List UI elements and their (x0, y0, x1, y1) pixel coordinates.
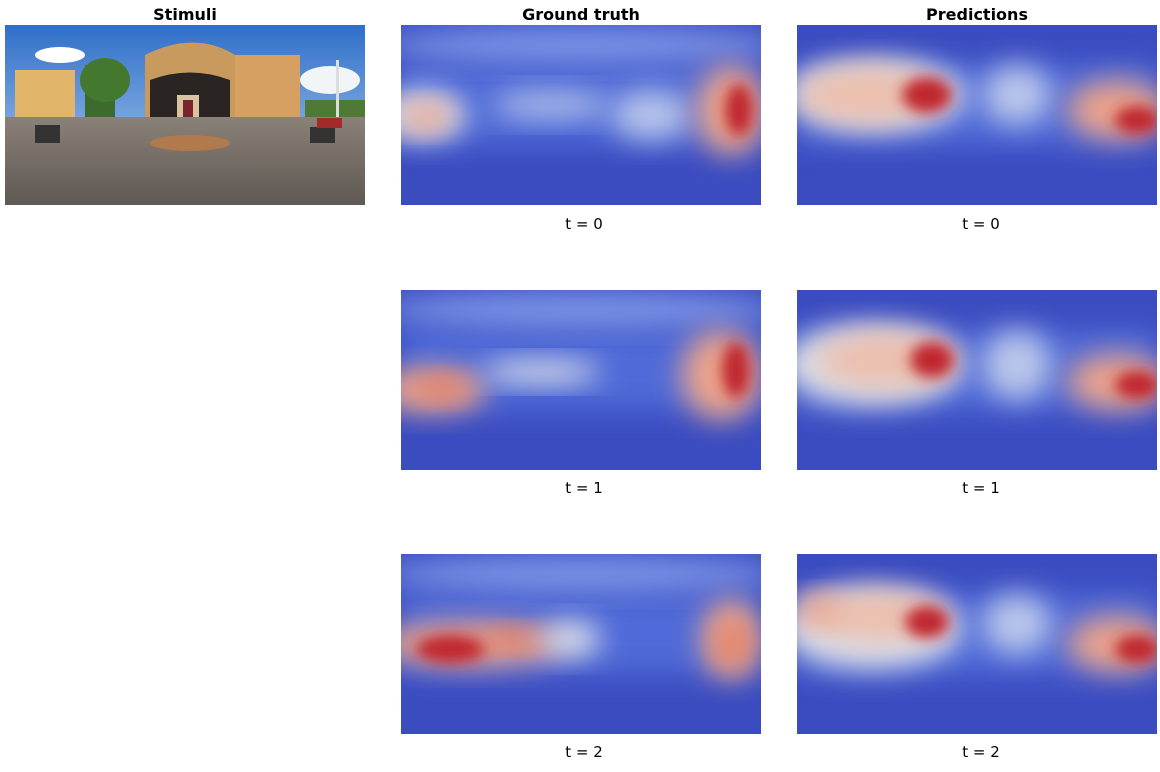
ground-truth-heatmap (376, 554, 781, 734)
heatmap-blob (905, 606, 949, 638)
prediction-heatmap (782, 554, 1160, 734)
ground-truth-heatmap (376, 290, 781, 470)
time-label: t = 2 (962, 743, 1000, 761)
heatmap-blob (982, 65, 1052, 125)
column-title: Ground truth (522, 5, 640, 24)
stimulus-image (5, 25, 365, 205)
heatmap-blob (381, 292, 781, 328)
column-title: Predictions (926, 5, 1028, 24)
prediction-heatmap (782, 290, 1160, 470)
heatmap-blob (481, 629, 541, 649)
heatmap-blob (401, 103, 451, 131)
heatmap-blob (722, 342, 750, 398)
time-label: t = 2 (565, 743, 603, 761)
heatmap-blob (416, 376, 466, 400)
time-label: t = 0 (565, 215, 603, 233)
heatmap-blob (1115, 371, 1159, 399)
time-label: t = 1 (962, 479, 1000, 497)
column-title: Stimuli (153, 5, 217, 24)
heatmap-blob (717, 624, 749, 664)
heatmap-blob (1115, 106, 1159, 134)
heatmap-blob (982, 594, 1052, 654)
heatmap-blob (1115, 635, 1159, 663)
heatmap-blob (611, 90, 691, 140)
ground-truth-heatmap (376, 25, 781, 205)
heatmap-blob (725, 84, 753, 136)
heatmap-blob (982, 330, 1052, 400)
time-label: t = 1 (565, 479, 603, 497)
heatmap-blob (491, 90, 611, 120)
heatmap-blob (416, 635, 486, 663)
figure: Stimuli Ground truth Predictions t = 0 t… (0, 0, 1160, 772)
heatmap-blob (481, 360, 601, 384)
heatmap-blob (902, 77, 952, 113)
heatmap-blob (381, 27, 781, 63)
prediction-heatmap (787, 25, 1160, 205)
heatmap-blob (541, 621, 601, 657)
heatmap-blob (910, 342, 954, 378)
heatmap-blob (797, 594, 837, 624)
time-label: t = 0 (962, 215, 1000, 233)
heatmap-blob (381, 556, 781, 592)
